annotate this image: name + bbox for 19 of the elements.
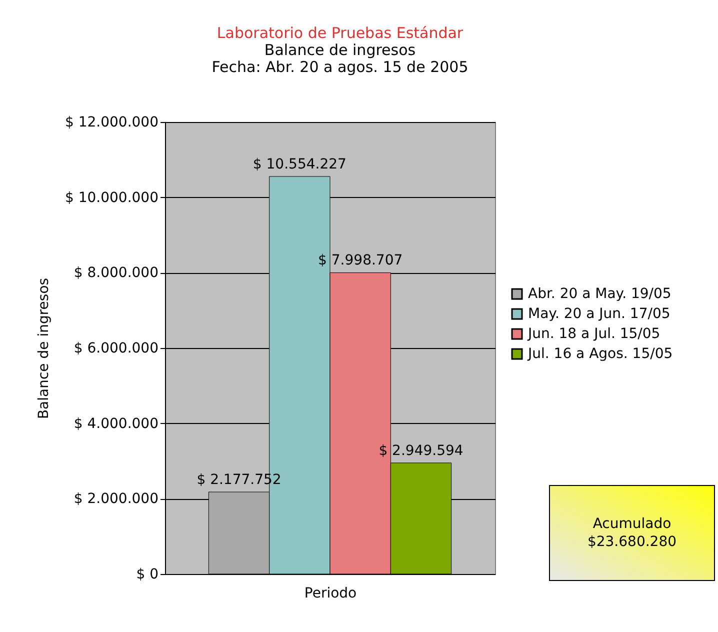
y-tick-label: $ 8.000.000 bbox=[74, 265, 158, 282]
y-axis-title: Balance de ingresos bbox=[36, 278, 52, 420]
data-label: $ 10.554.227 bbox=[252, 156, 346, 172]
legend-label: May. 20 a Jun. 17/05 bbox=[528, 306, 670, 322]
y-tick-label: $ 12.000.000 bbox=[64, 114, 158, 130]
legend-label: Jun. 18 a Jul. 15/05 bbox=[527, 326, 660, 342]
data-label: $ 7.998.707 bbox=[318, 252, 403, 269]
y-tick-label: $ 0 bbox=[136, 566, 158, 582]
y-tick-label: $ 4.000.000 bbox=[74, 416, 158, 432]
legend-label: Abr. 20 a May. 19/05 bbox=[528, 286, 672, 302]
chart-subtitle: Balance de ingresos Fecha: Abr. 20 a agos. 15 de 2005 bbox=[212, 41, 468, 76]
y-tick-label: $ 2.000.000 bbox=[74, 491, 158, 508]
data-label: $ 2.949.594 bbox=[378, 442, 464, 459]
x-axis-title: Periodo bbox=[304, 586, 357, 602]
y-tick-label: $ 10.000.000 bbox=[64, 190, 158, 206]
chart-title: Laboratorio de Pruebas Estándar bbox=[216, 24, 464, 42]
y-tick-label: $ 6.000.000 bbox=[74, 340, 158, 356]
text: Acumulado $23.680.280 bbox=[549, 485, 715, 581]
legend-label: Jul. 16 a Agos. 15/05 bbox=[527, 346, 673, 362]
